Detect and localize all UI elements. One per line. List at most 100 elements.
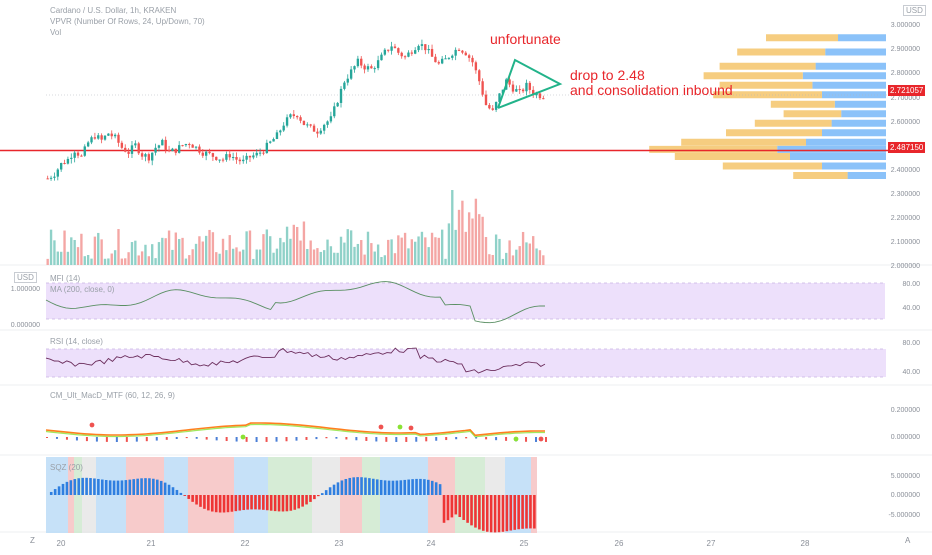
volume-bar — [427, 247, 430, 265]
sqz-bar — [474, 495, 477, 528]
volume-bar — [319, 251, 322, 265]
volume-bar — [73, 239, 76, 265]
volume-bar — [299, 240, 302, 265]
candle-body — [518, 89, 521, 91]
candle-body — [467, 55, 471, 58]
sqz-bar — [155, 479, 159, 495]
volume-bar — [70, 237, 73, 265]
macd-histogram-bar — [425, 437, 428, 442]
sqz-bar — [450, 495, 454, 518]
volume-bar — [63, 230, 66, 265]
volume-bar — [184, 258, 188, 265]
vp-bar-up — [822, 162, 886, 170]
vp-bar-down — [793, 172, 848, 179]
candle-body — [528, 82, 532, 90]
candle-body — [248, 155, 252, 158]
macd-histogram-bar — [335, 437, 338, 439]
sqz-bar — [438, 484, 442, 495]
candle-body — [269, 141, 272, 143]
candle-body — [434, 56, 437, 63]
vp-bar-down — [770, 100, 835, 108]
mfi-line — [45, 281, 546, 324]
volume-bar — [420, 231, 424, 265]
candle-body — [93, 137, 97, 139]
sqz-bar — [100, 479, 104, 495]
volume-bar — [151, 244, 154, 265]
volume-bar — [434, 237, 437, 265]
candle-body — [329, 116, 333, 122]
candle-body — [440, 58, 444, 64]
candle-body — [285, 117, 289, 126]
volume-bar — [117, 229, 120, 265]
price-axis-tick: 2.800000 — [891, 70, 920, 77]
vp-bar-down — [754, 119, 832, 127]
sqz-bar — [297, 495, 300, 509]
volume-bar — [535, 248, 538, 265]
candle-body — [333, 106, 336, 117]
volume-bar — [221, 238, 225, 265]
volume-bar — [80, 233, 83, 265]
volume-bar — [103, 258, 107, 265]
candle-body — [508, 79, 511, 85]
volume-bar — [218, 253, 221, 265]
sqz-bar — [525, 495, 528, 529]
volume-bar — [191, 249, 194, 265]
candle-body — [194, 146, 198, 148]
sqz-bar — [191, 495, 194, 502]
candle-body — [326, 121, 329, 125]
macd-histogram-bar — [455, 437, 458, 440]
vp-bar-down — [719, 62, 816, 70]
sqz-bar — [254, 495, 257, 510]
candle-body — [174, 148, 177, 153]
volume-bar — [528, 243, 532, 265]
candle-body — [430, 48, 434, 57]
candle-body — [309, 124, 312, 126]
candle-body — [414, 50, 417, 54]
candle-body — [457, 49, 461, 51]
macd-tick: 0.000000 — [891, 434, 920, 441]
sqz-bar — [273, 495, 277, 512]
time-axis-tick: 27 — [707, 539, 716, 548]
macd-histogram-bar — [505, 437, 508, 441]
volume-bar — [387, 239, 390, 265]
candle-body — [238, 159, 242, 162]
candle-body — [322, 124, 326, 131]
sqz-bar — [328, 487, 332, 495]
macd-histogram-bar — [435, 437, 438, 441]
sqz-bar — [65, 481, 69, 495]
candle-body — [49, 177, 53, 179]
sqz-bar — [340, 480, 344, 495]
macd-histogram-bar — [355, 437, 358, 441]
volume-bar — [343, 242, 346, 265]
volume-bar — [194, 243, 198, 265]
macd-histogram-bar — [65, 437, 68, 440]
mfi-band — [46, 283, 885, 319]
candle-body — [151, 152, 154, 161]
candle-body — [343, 82, 346, 89]
macd-histogram-bar — [545, 437, 547, 442]
mfi-right-tick: 80.00 — [902, 281, 920, 288]
macd-histogram-bar — [485, 437, 488, 440]
vp-bar-up — [790, 153, 886, 160]
volume-bar — [275, 248, 279, 265]
corner-right-icon[interactable]: A — [905, 536, 911, 545]
vp-bar-down — [766, 34, 838, 42]
sqz-bar — [419, 478, 422, 495]
sqz-bar — [360, 477, 363, 495]
sqz-bar — [489, 495, 493, 533]
sqz-bar — [285, 495, 289, 512]
sqz-bg-segment — [82, 457, 96, 533]
volume-bar — [258, 249, 262, 265]
vp-bar-down — [722, 162, 822, 170]
volume-bar — [90, 258, 93, 265]
candle-body — [245, 155, 248, 160]
volume-bar — [417, 236, 420, 265]
sqz-bar — [73, 479, 77, 495]
corner-left-icon[interactable]: Z — [30, 536, 35, 545]
sqz-bar — [513, 495, 517, 530]
volume-bar — [451, 190, 454, 265]
candle-body — [140, 153, 144, 157]
volume-bar — [93, 236, 97, 265]
